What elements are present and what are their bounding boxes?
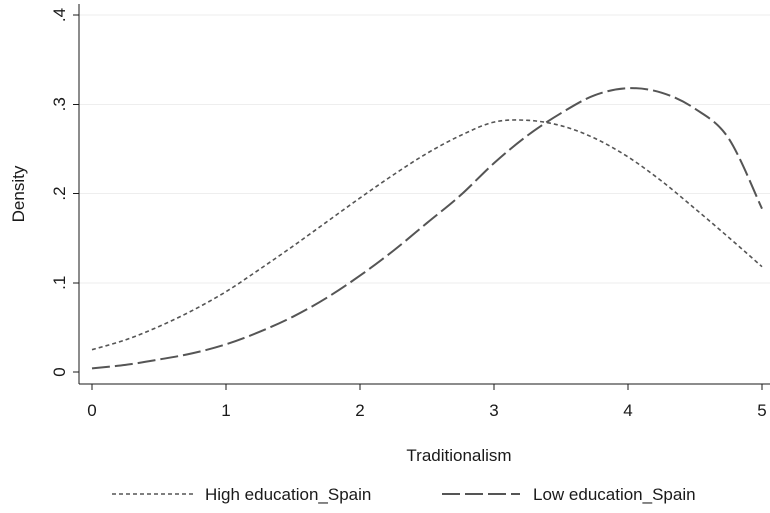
grid-lines — [79, 14, 770, 284]
x-tick-label: 0 — [87, 401, 96, 420]
y-tick-label: .1 — [50, 276, 69, 290]
x-axis-title: Traditionalism — [406, 446, 511, 465]
x-tick-label: 5 — [757, 401, 766, 420]
y-tick-label: 0 — [50, 367, 69, 376]
x-tick-label: 1 — [221, 401, 230, 420]
y-axis-title: Density — [9, 165, 28, 222]
legend: High education_Spain Low education_Spain — [112, 485, 696, 504]
ticks: 0 1 2 3 4 5 0 .1 .2 .3 .4 — [50, 8, 767, 420]
x-tick-label: 2 — [355, 401, 364, 420]
y-tick-label: .3 — [50, 97, 69, 111]
legend-label: Low education_Spain — [533, 485, 696, 504]
series-line-low-education — [91, 87, 763, 370]
series — [91, 87, 763, 370]
x-tick-label: 4 — [623, 401, 632, 420]
series-line-high-education — [91, 119, 763, 351]
y-tick-label: .4 — [50, 8, 69, 22]
x-tick-label: 3 — [489, 401, 498, 420]
legend-label: High education_Spain — [205, 485, 371, 504]
y-tick-label: .2 — [50, 186, 69, 200]
